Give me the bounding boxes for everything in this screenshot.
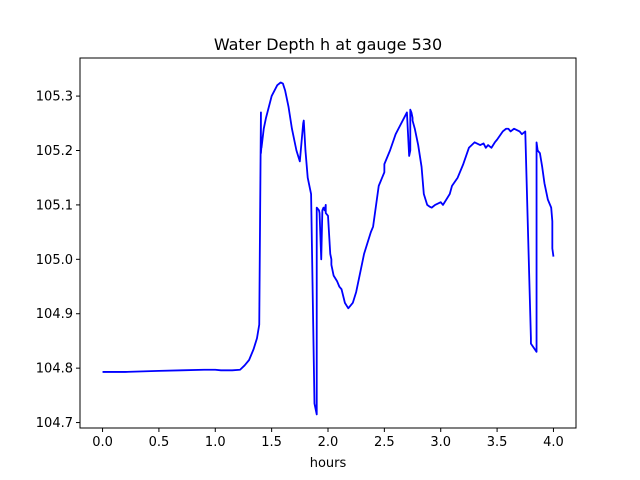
x-tick-label: 3.5	[487, 435, 508, 450]
y-tick-label: 104.7	[36, 416, 73, 431]
y-axis: 104.7 104.8 104.9 105.0 105.1 105.2 105.3	[36, 90, 80, 431]
chart-title: Water Depth h at gauge 530	[214, 35, 442, 54]
x-tick-label: 2.0	[318, 435, 339, 450]
y-tick-label: 105.0	[36, 253, 73, 268]
series-line	[102, 81, 555, 416]
x-tick-label: 2.5	[374, 435, 395, 450]
x-tick-label: 1.5	[261, 435, 282, 450]
y-tick-label: 105.1	[36, 198, 73, 213]
x-axis: 0.0 0.5 1.0 1.5 2.0 2.5 3.0 3.5 4.0	[92, 428, 564, 450]
y-tick-label: 105.2	[36, 144, 73, 159]
y-tick-label: 105.3	[36, 90, 73, 105]
plot-frame	[79, 57, 577, 429]
x-tick-label: 0.5	[149, 435, 170, 450]
x-tick-label: 3.0	[430, 435, 451, 450]
y-tick-label: 104.9	[36, 307, 73, 322]
x-axis-label: hours	[310, 456, 347, 471]
y-tick-label: 104.8	[36, 362, 73, 377]
x-tick-label: 1.0	[205, 435, 226, 450]
x-tick-label: 0.0	[92, 435, 113, 450]
x-tick-label: 4.0	[543, 435, 564, 450]
